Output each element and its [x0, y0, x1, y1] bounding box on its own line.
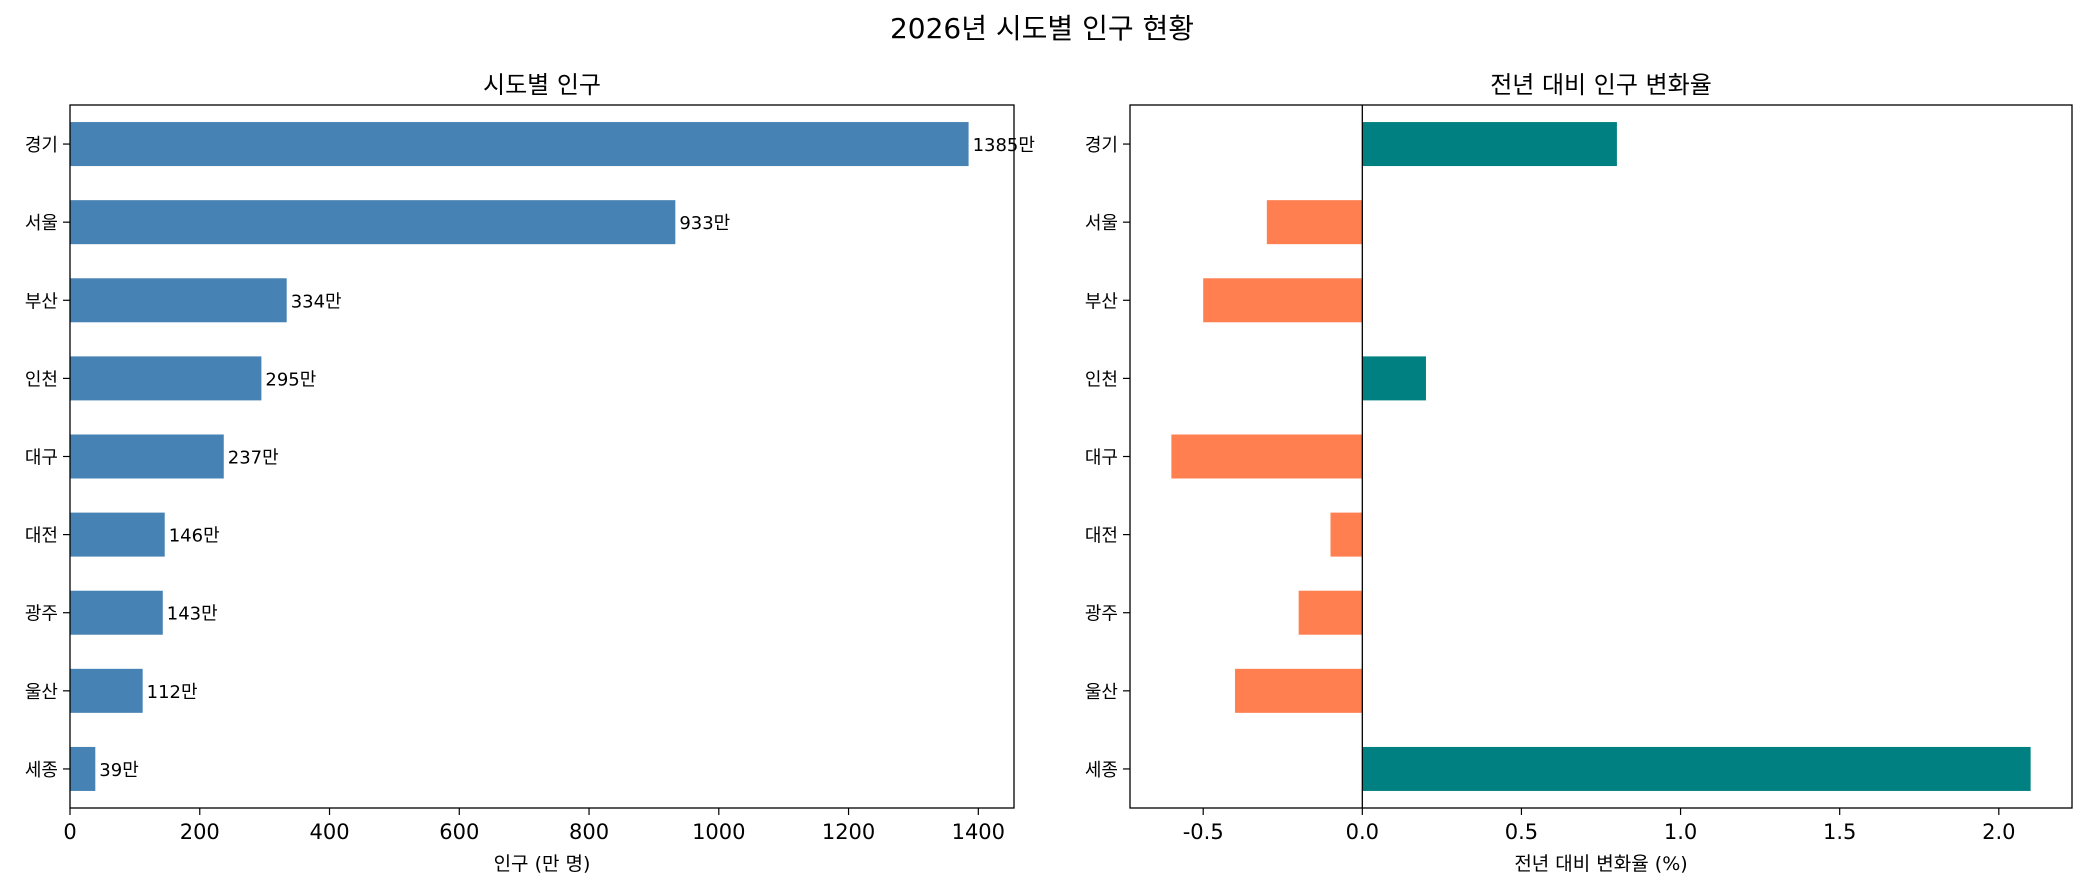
data-label: 237만 [228, 448, 279, 469]
x-tick-label: 1400 [952, 820, 1005, 844]
y-tick-label: 인천 [25, 369, 58, 390]
x-tick-label: 2.0 [1982, 820, 2015, 844]
x-tick-label: 1.5 [1823, 820, 1856, 844]
y-tick-label: 경기 [1085, 135, 1118, 156]
x-tick-label: 0.5 [1505, 820, 1538, 844]
x-tick-label: 600 [439, 820, 479, 844]
x-tick-label: 0.0 [1346, 820, 1379, 844]
data-label: 1385만 [973, 135, 1035, 156]
bar-change-2 [1203, 278, 1363, 323]
y-tick-label: 경기 [25, 135, 58, 156]
y-tick-label: 광주 [1085, 604, 1118, 625]
data-label: 933만 [679, 213, 730, 234]
bar-population-8 [70, 746, 96, 791]
bar-population-4 [70, 434, 224, 479]
bar-change-0 [1362, 122, 1617, 167]
data-label: 143만 [167, 604, 218, 625]
x-axis-label-change-rate: 전년 대비 변화율 (%) [1514, 853, 1687, 875]
chart-title-population: 시도별 인구 [483, 71, 601, 99]
data-label: 295만 [265, 369, 316, 390]
bar-change-1 [1266, 200, 1363, 245]
bar-change-7 [1235, 668, 1363, 713]
y-tick-label: 대구 [1085, 448, 1118, 469]
plot-frame [1129, 104, 2073, 809]
x-tick-label: 200 [180, 820, 220, 844]
bar-change-4 [1171, 434, 1363, 479]
change-rate-chart: 전년 대비 인구 변화율 전년 대비 변화율 (%) 경기서울부산인천대구대전광… [1085, 71, 2073, 875]
bar-population-6 [70, 590, 163, 635]
plot-frame [69, 104, 1015, 809]
chart-suptitle: 2026년 시도별 인구 현황 [890, 12, 1194, 45]
y-tick-label: 세종 [1085, 760, 1118, 781]
y-tick-label: 부산 [25, 291, 58, 312]
bar-change-8 [1362, 746, 2031, 791]
y-tick-label: 대전 [1085, 526, 1118, 547]
chart-title-change-rate: 전년 대비 인구 변화율 [1490, 71, 1712, 99]
data-label: 334만 [291, 291, 342, 312]
bar-population-0 [70, 122, 969, 167]
bar-population-5 [70, 512, 165, 557]
y-tick-label: 대구 [25, 448, 58, 469]
y-tick-label: 인천 [1085, 369, 1118, 390]
x-tick-label: 1.0 [1664, 820, 1697, 844]
y-tick-label: 서울 [1085, 213, 1118, 234]
x-tick-label: 1200 [822, 820, 875, 844]
bar-change-3 [1362, 356, 1426, 401]
x-tick-label: -0.5 [1183, 820, 1224, 844]
y-tick-label: 서울 [25, 213, 58, 234]
bar-population-1 [70, 200, 676, 245]
x-tick-label: 400 [309, 820, 349, 844]
data-label: 146만 [169, 526, 220, 547]
y-tick-label: 세종 [25, 760, 58, 781]
data-label: 39만 [99, 760, 138, 781]
x-tick-label: 1000 [692, 820, 745, 844]
bar-change-5 [1330, 512, 1363, 557]
y-tick-label: 부산 [1085, 291, 1118, 312]
y-tick-label: 울산 [1085, 682, 1118, 703]
x-axis-label-population: 인구 (만 명) [494, 853, 591, 875]
data-label: 112만 [147, 682, 198, 703]
bar-population-3 [70, 356, 262, 401]
bar-population-2 [70, 278, 287, 323]
y-tick-label: 울산 [25, 682, 58, 703]
y-tick-label: 대전 [25, 526, 58, 547]
bar-change-6 [1298, 590, 1363, 635]
x-tick-label: 800 [569, 820, 609, 844]
x-tick-label: 0 [63, 820, 76, 844]
bar-population-7 [70, 668, 143, 713]
y-tick-label: 광주 [25, 604, 58, 625]
